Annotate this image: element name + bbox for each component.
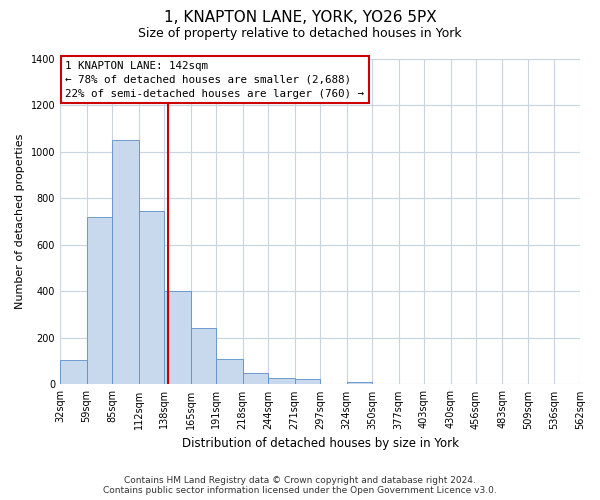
Bar	[112, 140, 139, 384]
Bar	[268, 378, 295, 384]
Text: Contains HM Land Registry data © Crown copyright and database right 2024.
Contai: Contains HM Land Registry data © Crown c…	[103, 476, 497, 495]
X-axis label: Distribution of detached houses by size in York: Distribution of detached houses by size …	[182, 437, 458, 450]
Bar	[216, 359, 242, 384]
Text: 1, KNAPTON LANE, YORK, YO26 5PX: 1, KNAPTON LANE, YORK, YO26 5PX	[164, 10, 436, 25]
Y-axis label: Number of detached properties: Number of detached properties	[15, 134, 25, 310]
Bar	[86, 217, 112, 384]
Bar	[347, 382, 372, 384]
Bar	[139, 210, 164, 384]
Text: 1 KNAPTON LANE: 142sqm
← 78% of detached houses are smaller (2,688)
22% of semi-: 1 KNAPTON LANE: 142sqm ← 78% of detached…	[65, 60, 364, 98]
Bar	[60, 360, 86, 384]
Bar	[295, 380, 320, 384]
Bar	[191, 328, 216, 384]
Bar	[242, 374, 268, 384]
Text: Size of property relative to detached houses in York: Size of property relative to detached ho…	[138, 28, 462, 40]
Bar	[164, 292, 191, 384]
